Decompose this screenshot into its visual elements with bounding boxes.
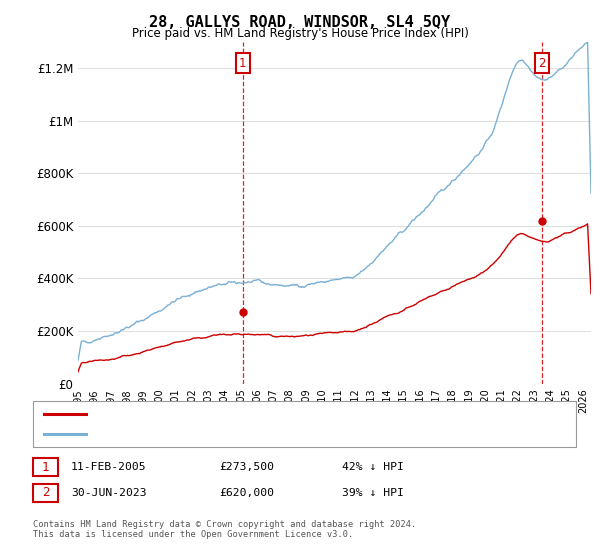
Text: HPI: Average price, detached house, Windsor and Maidenhead: HPI: Average price, detached house, Wind… (93, 430, 455, 440)
Text: 28, GALLYS ROAD, WINDSOR, SL4 5QY: 28, GALLYS ROAD, WINDSOR, SL4 5QY (149, 15, 451, 30)
Text: 1: 1 (239, 57, 247, 69)
Text: £273,500: £273,500 (219, 462, 274, 472)
Text: 28, GALLYS ROAD, WINDSOR, SL4 5QY (detached house): 28, GALLYS ROAD, WINDSOR, SL4 5QY (detac… (93, 409, 406, 419)
Text: 2: 2 (42, 486, 49, 500)
Text: £620,000: £620,000 (219, 488, 274, 498)
Text: 30-JUN-2023: 30-JUN-2023 (71, 488, 146, 498)
Text: Price paid vs. HM Land Registry's House Price Index (HPI): Price paid vs. HM Land Registry's House … (131, 27, 469, 40)
Text: 42% ↓ HPI: 42% ↓ HPI (342, 462, 404, 472)
Text: 39% ↓ HPI: 39% ↓ HPI (342, 488, 404, 498)
Text: 2: 2 (538, 57, 546, 69)
Text: 11-FEB-2005: 11-FEB-2005 (71, 462, 146, 472)
Text: 1: 1 (42, 460, 49, 474)
Text: Contains HM Land Registry data © Crown copyright and database right 2024.
This d: Contains HM Land Registry data © Crown c… (33, 520, 416, 539)
